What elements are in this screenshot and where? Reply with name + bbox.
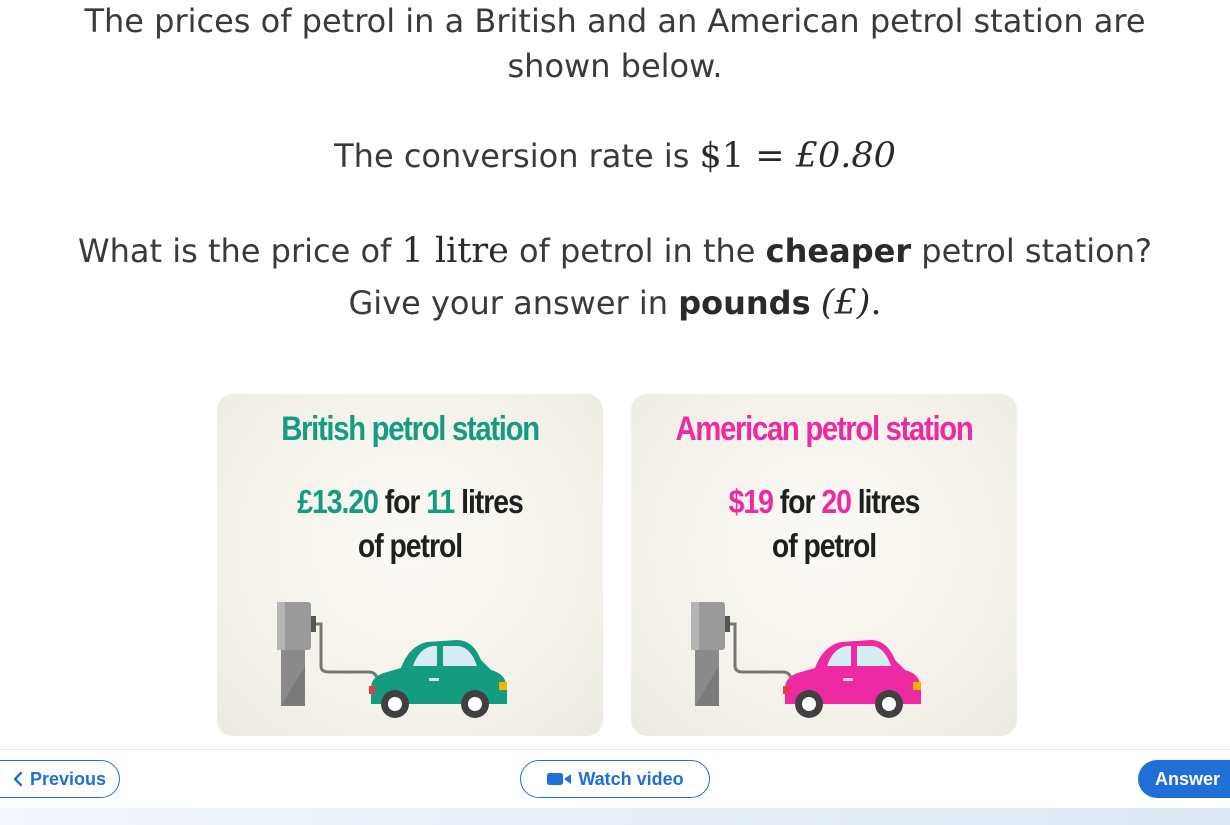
card-quantity: 20: [821, 483, 852, 520]
card-line2: of petrol: [771, 527, 877, 564]
card-unit: litres: [850, 483, 921, 520]
ask-unit: litre: [423, 231, 509, 271]
video-camera-icon: [546, 771, 572, 787]
ask-suffix: petrol station?: [911, 232, 1153, 270]
card-title: American petrol station: [675, 410, 974, 448]
car-icon: [371, 640, 507, 704]
card-for: for: [772, 483, 822, 520]
give-symbol: (£): [820, 283, 871, 323]
question-line-1: The prices of petrol in a British and an…: [84, 2, 1146, 40]
ask-bold: cheaper: [765, 232, 912, 270]
question-line-2: shown below.: [507, 47, 723, 85]
give-prefix: Give your answer in: [348, 284, 679, 322]
card-for: for: [377, 483, 427, 520]
watch-video-label: Watch video: [578, 768, 684, 789]
petrol-pump-icon: [277, 602, 379, 706]
rate-rhs: £0.80: [795, 136, 896, 176]
rate-equals: =: [744, 136, 796, 176]
car-icon: [785, 640, 921, 704]
question-ask: What is the price of 1 litre of petrol i…: [0, 231, 1230, 271]
rate-lhs: $1: [699, 136, 745, 176]
previous-label: Previous: [29, 768, 107, 789]
petrol-pump-icon: [691, 602, 793, 706]
watch-video-button[interactable]: Watch video: [520, 760, 710, 798]
ask-mid: of petrol in the: [508, 232, 766, 270]
chevron-left-icon: [12, 771, 24, 787]
give-bold: pounds: [678, 284, 811, 322]
wheel-icon: [795, 690, 903, 718]
nav-divider: [0, 749, 1230, 750]
ask-quantity: 1: [401, 231, 424, 271]
card-line2: of petrol: [357, 527, 463, 564]
american-station-card: American petrol station $19 for 20 litre…: [631, 394, 1017, 736]
petrol-pump-car-illustration: [691, 602, 921, 718]
card-price-text: £13.20 for 11 litres of petrol: [244, 480, 576, 568]
card-quantity: 11: [426, 483, 455, 520]
british-station-card: British petrol station £13.20 for 11 lit…: [217, 394, 603, 736]
card-price-text: $19 for 20 litres of petrol: [658, 480, 990, 568]
answer-label: Answer: [1155, 768, 1221, 789]
conversion-rate-prefix: The conversion rate is: [334, 137, 700, 175]
petrol-pump-car-illustration: [277, 602, 507, 718]
give-end: .: [870, 283, 882, 323]
conversion-rate: The conversion rate is $1 = £0.80: [0, 136, 1230, 176]
question-give: Give your answer in pounds (£).: [0, 283, 1230, 323]
bottom-strip: [0, 808, 1230, 825]
answer-button[interactable]: Answer: [1138, 760, 1230, 798]
wheel-icon: [381, 690, 489, 718]
ask-prefix: What is the price of: [77, 232, 402, 270]
card-unit: litres: [454, 483, 524, 520]
card-price: $19: [728, 483, 774, 520]
card-title: British petrol station: [281, 410, 540, 448]
previous-button[interactable]: Previous: [0, 760, 120, 798]
card-price: £13.20: [297, 483, 379, 520]
